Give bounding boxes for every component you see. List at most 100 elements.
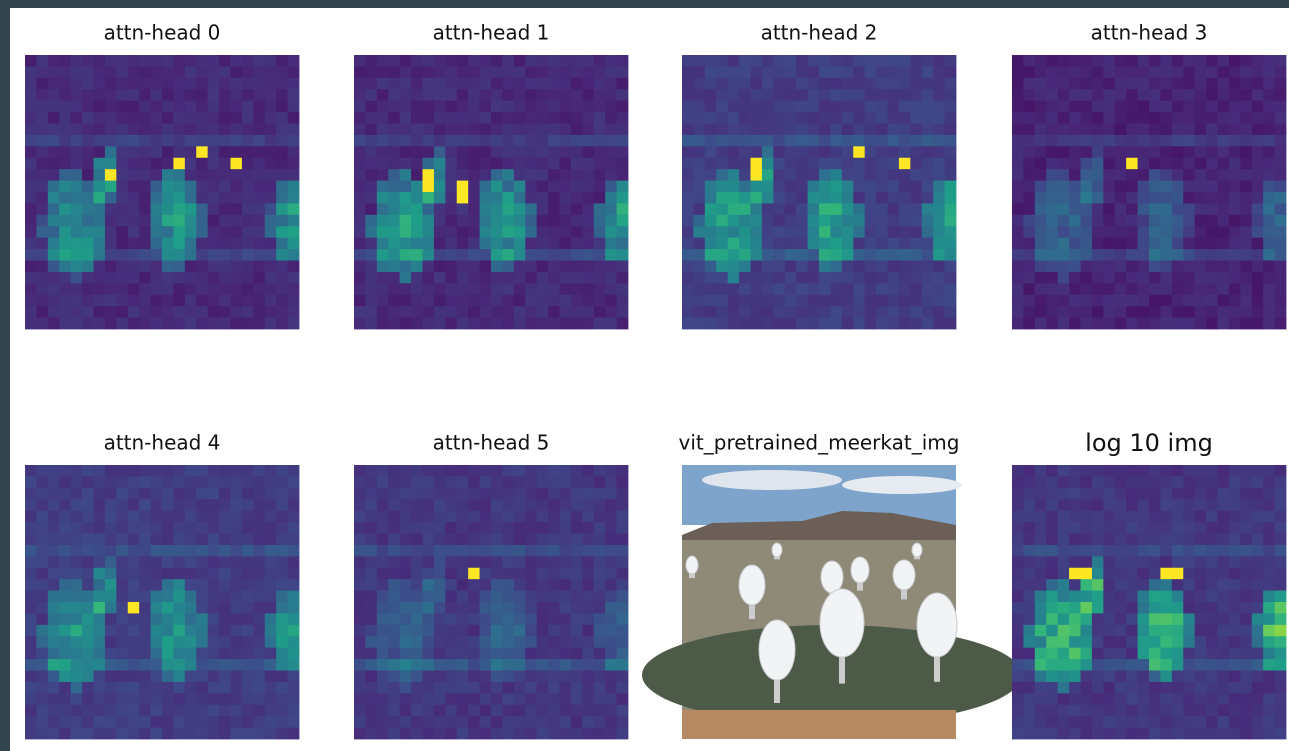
heatmap-cell	[1206, 648, 1218, 660]
heatmap-cell	[434, 135, 446, 147]
heatmap-cell	[25, 693, 37, 705]
heatmap-cell	[377, 101, 389, 113]
heatmap-cell	[605, 295, 617, 307]
heatmap-cell	[571, 318, 583, 330]
heatmap-cell	[288, 295, 300, 307]
heatmap-cell	[1081, 556, 1093, 568]
heatmap-cell	[1023, 158, 1035, 170]
heatmap-cell	[571, 249, 583, 261]
heatmap-cell	[71, 249, 83, 261]
heatmap-cell	[682, 66, 694, 78]
heatmap-cell	[571, 112, 583, 124]
heatmap-cell	[231, 295, 243, 307]
panel-title: attn-head 4	[104, 431, 221, 455]
heatmap-cell	[162, 181, 174, 193]
heatmap-cell	[423, 158, 435, 170]
heatmap-cell	[1263, 318, 1275, 330]
heatmap-cell	[617, 203, 629, 215]
heatmap-cell	[933, 203, 945, 215]
heatmap-cell	[819, 215, 831, 227]
heatmap-cell	[1206, 169, 1218, 181]
heatmap-cell	[1218, 671, 1230, 683]
heatmap-cell	[377, 203, 389, 215]
heatmap-cell	[525, 306, 537, 318]
heatmap-cell	[151, 511, 163, 523]
heatmap-cell	[480, 66, 492, 78]
heatmap-cell	[1058, 499, 1070, 511]
heatmap-cell	[605, 636, 617, 648]
heatmap-cell	[876, 215, 888, 227]
heatmap-cell	[1138, 249, 1150, 261]
heatmap-cell	[922, 181, 934, 193]
heatmap-cell	[1218, 181, 1230, 193]
heatmap-cell	[116, 226, 128, 238]
heatmap-cell	[253, 215, 265, 227]
heatmap-cell	[1206, 203, 1218, 215]
heatmap-cell	[400, 591, 412, 603]
photo-dish	[820, 589, 864, 657]
heatmap-cell	[1252, 488, 1264, 500]
heatmap-cell	[1252, 728, 1264, 740]
heatmap-cell	[219, 728, 231, 740]
heatmap-cell	[242, 728, 254, 740]
heatmap-cell	[411, 671, 423, 683]
heatmap-cell	[1240, 283, 1252, 295]
heatmap-cell	[219, 261, 231, 273]
heatmap-cell	[582, 66, 594, 78]
heatmap-cell	[537, 511, 549, 523]
heatmap-cell	[773, 181, 785, 193]
heatmap-cell	[128, 591, 140, 603]
heatmap-cell	[128, 215, 140, 227]
heatmap-cell	[1206, 534, 1218, 546]
heatmap-cell	[242, 192, 254, 204]
heatmap-cell	[253, 568, 265, 580]
heatmap-cell	[36, 249, 48, 261]
heatmap-cell	[853, 124, 865, 136]
heatmap-cell	[1275, 556, 1287, 568]
heatmap-cell	[276, 545, 288, 557]
heatmap-cell	[617, 146, 629, 158]
heatmap-cell	[933, 181, 945, 193]
heatmap-cell	[773, 295, 785, 307]
heatmap-cell	[605, 476, 617, 488]
heatmap-cell	[1046, 112, 1058, 124]
heatmap-cell	[151, 101, 163, 113]
heatmap-cell	[480, 215, 492, 227]
heatmap-cell	[400, 78, 412, 90]
heatmap-cell	[808, 181, 820, 193]
heatmap-cell	[1058, 602, 1070, 614]
heatmap-cell	[105, 728, 117, 740]
heatmap-cell	[219, 465, 231, 477]
heatmap-cell	[1046, 613, 1058, 625]
heatmap-cell	[1103, 272, 1115, 284]
heatmap-cell	[1195, 705, 1207, 717]
heatmap-cell	[1069, 705, 1081, 717]
heatmap-cell	[1275, 261, 1287, 273]
heatmap-cell	[582, 89, 594, 101]
heatmap-cell	[537, 112, 549, 124]
heatmap-cell	[853, 226, 865, 238]
heatmap-cell	[582, 135, 594, 147]
heatmap-cell	[480, 89, 492, 101]
heatmap-cell	[71, 215, 83, 227]
heatmap-cell	[36, 261, 48, 273]
heatmap-cell	[59, 591, 71, 603]
heatmap-cell	[162, 238, 174, 250]
heatmap-cell	[1081, 579, 1093, 591]
heatmap-cell	[1263, 283, 1275, 295]
heatmap-cell	[582, 716, 594, 728]
heatmap-cell	[1103, 238, 1115, 250]
heatmap-cell	[25, 89, 37, 101]
heatmap-cell	[1172, 249, 1184, 261]
heatmap-cell	[899, 66, 911, 78]
heatmap-cell	[139, 238, 151, 250]
heatmap-cell	[231, 112, 243, 124]
heatmap-cell	[288, 158, 300, 170]
heatmap-cell	[1012, 636, 1024, 648]
heatmap-cell	[705, 261, 717, 273]
heatmap-cell	[910, 124, 922, 136]
heatmap-cell	[94, 215, 106, 227]
heatmap-cell	[1092, 261, 1104, 273]
heatmap-cell	[922, 101, 934, 113]
heatmap-cell	[1149, 238, 1161, 250]
